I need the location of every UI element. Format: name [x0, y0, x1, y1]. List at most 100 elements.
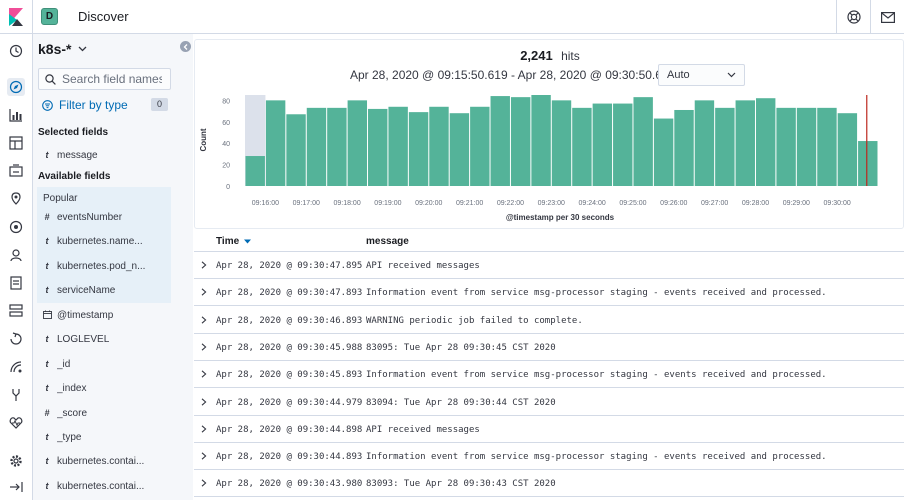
field-item-score[interactable]: # _score — [37, 401, 171, 425]
table-row[interactable]: Apr 28, 2020 @ 09:30:44.893 Information e… — [194, 443, 904, 471]
newsfeed-button[interactable] — [870, 0, 904, 34]
maps-icon[interactable] — [7, 190, 25, 208]
filter-count-badge: 0 — [151, 98, 168, 111]
table-row[interactable]: Apr 28, 2020 @ 09:30:45.893 Information e… — [194, 361, 904, 389]
infrastructure-icon[interactable] — [7, 302, 25, 320]
time-column-label: Time — [216, 236, 240, 247]
time-column-header[interactable]: Time — [216, 236, 251, 247]
histogram-bar — [817, 107, 837, 186]
histogram-chart[interactable]: 0 20 40 60 80 Count 09:16:00 09:17:00 09:18:00 09… — [195, 40, 904, 230]
field-sidebar: k8s-* Filter by type 0 Selected fields t… — [33, 34, 193, 500]
string-type-icon: t — [45, 150, 49, 160]
histogram-bar — [551, 100, 572, 186]
field-item-kubernetes-container-2[interactable]: t kubernetes.contai... — [37, 474, 171, 498]
y-axis-title: Count — [199, 128, 208, 151]
collapse-sidebar-button[interactable] — [180, 41, 191, 52]
x-tick-label: 09:24:00 — [579, 200, 606, 207]
x-tick-label: 09:18:00 — [333, 200, 360, 207]
histogram-bar — [347, 100, 368, 186]
table-row[interactable]: Apr 28, 2020 @ 09:30:47.895 API received … — [194, 252, 904, 279]
x-tick-label: 09:16:00 — [252, 200, 279, 207]
logs-icon[interactable] — [7, 274, 25, 292]
row-message: Information event from service msg-proce… — [366, 288, 827, 299]
space-avatar[interactable]: D — [41, 8, 58, 25]
field-item-kubernetes-container[interactable]: t kubernetes.contai... — [37, 449, 171, 473]
page-title: Discover — [78, 9, 129, 24]
dock-navigation-icon[interactable] — [7, 478, 25, 496]
table-row[interactable]: Apr 28, 2020 @ 09:30:43.980 83093: Tue Ap… — [194, 470, 904, 498]
histogram-bar — [449, 113, 470, 186]
field-item-service-name[interactable]: t serviceName — [37, 278, 171, 302]
field-name: _index — [57, 382, 87, 394]
index-pattern-label: k8s-* — [38, 41, 72, 57]
field-item-id[interactable]: t _id — [37, 352, 171, 376]
canvas-icon[interactable] — [7, 162, 25, 180]
field-item-events-number[interactable]: # eventsNumber — [37, 205, 171, 229]
field-name: eventsNumber — [57, 211, 123, 223]
table-row[interactable]: Apr 28, 2020 @ 09:30:45.988 83095: Tue Ap… — [194, 334, 904, 361]
histogram-bar — [776, 107, 796, 186]
histogram-bar — [715, 107, 735, 186]
field-name: serviceName — [57, 284, 116, 296]
recently-viewed-icon[interactable] — [7, 42, 25, 60]
table-row[interactable]: Apr 28, 2020 @ 09:30:44.898 API received … — [194, 416, 904, 443]
interval-select[interactable]: Auto — [658, 64, 745, 86]
chevron-down-icon — [79, 46, 87, 52]
x-tick-label: 09:27:00 — [701, 200, 728, 207]
string-type-icon: t — [45, 432, 49, 442]
chevron-right-icon[interactable] — [199, 342, 209, 352]
kibana-logo[interactable] — [0, 0, 33, 34]
uptime-icon[interactable] — [7, 358, 25, 376]
mail-icon — [880, 11, 895, 23]
table-row[interactable]: Apr 28, 2020 @ 09:30:44.979 83094: Tue Ap… — [194, 389, 904, 416]
apm-icon[interactable] — [7, 330, 25, 348]
histogram-bar — [633, 97, 653, 186]
discover-icon[interactable] — [7, 78, 25, 96]
chevron-right-icon[interactable] — [199, 260, 209, 270]
field-item-kubernetes-pod-name[interactable]: t kubernetes.pod_n... — [37, 254, 171, 278]
histogram-panel: 2,241 hits Apr 28, 2020 @ 09:15:50.619 -… — [194, 39, 904, 229]
sort-down-icon[interactable] — [243, 239, 251, 244]
row-message: Information event from service msg-proce… — [366, 370, 827, 381]
number-type-icon: # — [44, 408, 50, 418]
row-message: Information event from service msg-proce… — [366, 452, 827, 463]
row-timestamp: Apr 28, 2020 @ 09:30:44.979 — [216, 397, 363, 408]
chevron-right-icon[interactable] — [199, 369, 209, 379]
visualize-icon[interactable] — [7, 106, 25, 124]
chevron-right-icon[interactable] — [199, 424, 209, 434]
field-item-timestamp[interactable]: @timestamp — [37, 303, 171, 327]
row-message: WARNING periodic job failed to complete. — [366, 315, 583, 326]
table-row[interactable]: Apr 28, 2020 @ 09:30:47.893 Information e… — [194, 279, 904, 307]
histogram-bar — [408, 112, 429, 186]
y-tick-label: 80 — [222, 98, 230, 105]
chevron-right-icon[interactable] — [199, 451, 209, 461]
field-item-type[interactable]: t _type — [37, 425, 171, 449]
monitoring-icon[interactable] — [7, 414, 25, 432]
chevron-right-icon[interactable] — [199, 397, 209, 407]
string-type-icon: t — [45, 359, 49, 369]
doc-table-header: Time message — [194, 230, 904, 252]
y-tick-label: 0 — [226, 184, 230, 191]
index-pattern-selector[interactable]: k8s-* — [38, 41, 87, 57]
help-menu-button[interactable] — [836, 0, 870, 34]
dev-tools-icon[interactable] — [7, 386, 25, 404]
field-item-kubernetes-name[interactable]: t kubernetes.name... — [37, 229, 171, 253]
chevron-right-icon[interactable] — [199, 287, 209, 297]
siem-icon[interactable] — [7, 246, 25, 264]
dashboard-icon[interactable] — [7, 134, 25, 152]
field-item-message[interactable]: t message — [37, 143, 171, 167]
field-item-loglevel[interactable]: t LOGLEVEL — [37, 327, 171, 351]
hits-count: 2,241 — [520, 48, 553, 63]
field-search-input[interactable] — [62, 72, 162, 86]
table-row[interactable]: Apr 28, 2020 @ 09:30:46.893 WARNING perio… — [194, 307, 904, 334]
gear-icon[interactable] — [7, 452, 25, 470]
filter-by-type-button[interactable]: Filter by type — [42, 98, 128, 112]
chevron-right-icon[interactable] — [199, 478, 209, 488]
ml-icon[interactable] — [7, 218, 25, 236]
chevron-right-icon[interactable] — [199, 315, 209, 325]
x-axis-title: @timestamp per 30 seconds — [506, 213, 615, 222]
field-search-box[interactable] — [38, 68, 171, 90]
field-item-index[interactable]: t _index — [37, 376, 171, 400]
field-name: kubernetes.contai... — [57, 480, 145, 492]
time-range-text: Apr 28, 2020 @ 09:15:50.619 - Apr 28, 20… — [350, 68, 691, 82]
